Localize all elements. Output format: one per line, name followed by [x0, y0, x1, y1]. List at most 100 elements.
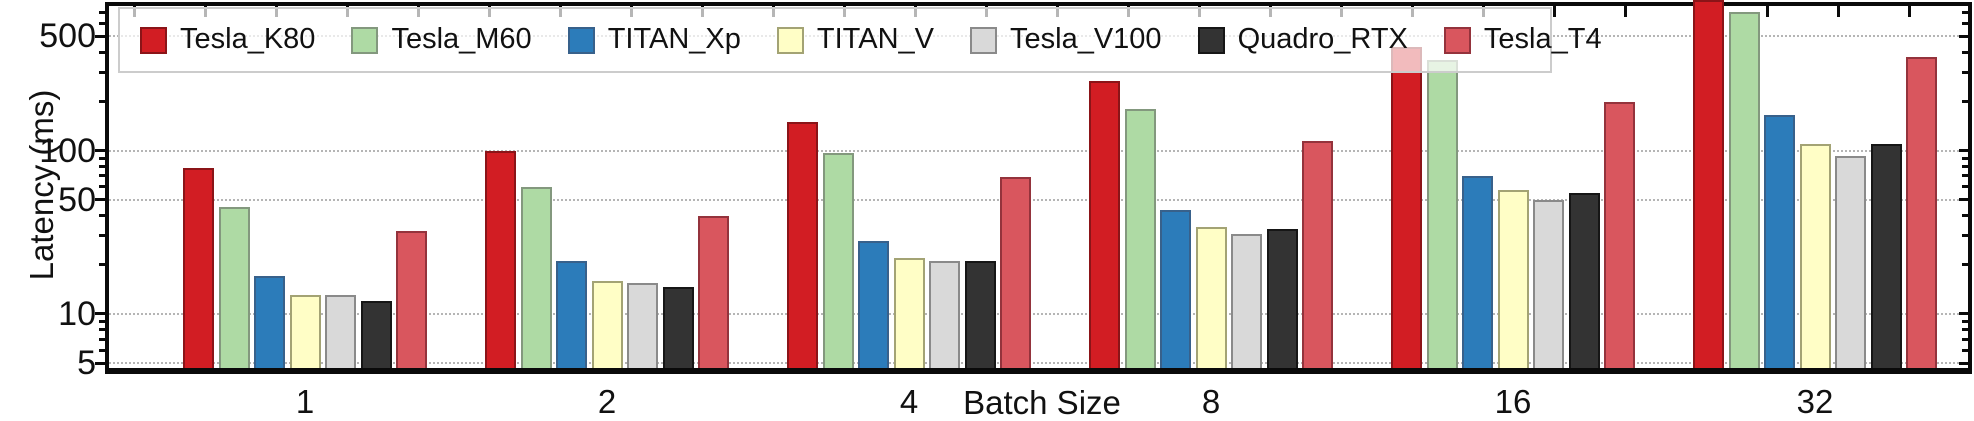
bar-Tesla_V100-batch-1 — [325, 295, 356, 372]
y-right-tick-80 — [1962, 164, 1968, 168]
y-minor-tick-300 — [99, 71, 105, 75]
y-axis-title: Latency (ms) — [23, 89, 60, 281]
y-major-tick-10 — [95, 312, 105, 316]
legend-item-Tesla_M60: Tesla_M60 — [351, 23, 532, 56]
y-right-tick-200 — [1962, 99, 1968, 103]
plot-frame — [105, 2, 1972, 374]
y-tick-label-100: 100 — [39, 131, 96, 170]
x-top-tick — [1837, 6, 1840, 17]
y-right-tick-8 — [1962, 328, 1968, 332]
bar-TITAN_V-batch-16 — [1497, 190, 1529, 372]
bar-TITAN_Xp-batch-8 — [1160, 210, 1191, 372]
legend-label-Quadro_RTX: Quadro_RTX — [1237, 23, 1408, 55]
gridline-y-100 — [109, 149, 1967, 152]
y-major-tick-5 — [95, 361, 105, 365]
legend-item-TITAN_Xp: TITAN_Xp — [567, 23, 741, 56]
legend-label-TITAN_V: TITAN_V — [816, 23, 934, 55]
bar-Tesla_K80-batch-16 — [1391, 47, 1422, 372]
x-tick-label-8: 8 — [1201, 383, 1221, 420]
x-top-tick — [1553, 6, 1556, 17]
x-tick-label-1: 1 — [295, 383, 315, 420]
x-tick-label-16: 16 — [1494, 383, 1532, 420]
bar-Tesla_V100-batch-16 — [1533, 199, 1564, 372]
bar-Tesla_M60-batch-2 — [520, 186, 552, 372]
y-tick-label-5: 5 — [77, 344, 96, 382]
legend-swatch-Tesla_K80 — [140, 26, 167, 54]
y-major-tick-100 — [95, 149, 105, 153]
y-right-tick-40 — [1962, 214, 1968, 218]
y-minor-tick-40 — [99, 214, 105, 218]
y-minor-tick-200 — [99, 99, 105, 103]
bar-Tesla_M60-batch-1 — [218, 207, 250, 372]
y-right-tick-50 — [1959, 198, 1968, 202]
bar-TITAN_V-batch-2 — [591, 280, 623, 372]
x-top-tick — [1624, 6, 1627, 17]
legend-item-Tesla_V100: Tesla_V100 — [970, 24, 1162, 56]
gridline-y-50 — [109, 198, 1967, 201]
y-right-tick-60 — [1962, 185, 1968, 189]
y-right-tick-7 — [1962, 337, 1968, 341]
x-tick-label-2: 2 — [597, 383, 617, 420]
bar-TITAN_Xp-batch-4 — [858, 240, 889, 372]
y-minor-tick-600 — [99, 21, 105, 25]
y-right-tick-90 — [1962, 156, 1968, 160]
legend-label-Tesla_M60: Tesla_M60 — [391, 23, 532, 55]
bar-TITAN_Xp-batch-2 — [556, 261, 587, 372]
legend-swatch-Tesla_T4 — [1443, 26, 1471, 54]
bar-Tesla_T4-batch-32 — [1906, 56, 1937, 372]
gridline-y-10 — [109, 312, 1967, 315]
y-minor-tick-30 — [99, 234, 105, 238]
y-tick-label-10: 10 — [58, 294, 96, 333]
bar-Tesla_T4-batch-8 — [1302, 141, 1333, 372]
y-minor-tick-700 — [99, 11, 105, 15]
bar-Tesla_K80-batch-4 — [787, 121, 818, 372]
y-tick-label-50: 50 — [58, 180, 96, 219]
x-axis-line — [105, 368, 1972, 372]
legend-item-TITAN_V: TITAN_V — [776, 23, 934, 56]
bar-Tesla_K80-batch-8 — [1089, 81, 1120, 372]
y-minor-tick-60 — [99, 185, 105, 189]
legend-item-Quadro_RTX: Quadro_RTX — [1197, 23, 1408, 56]
bar-Tesla_K80-batch-1 — [183, 168, 214, 372]
legend-swatch-Tesla_V100 — [970, 26, 997, 54]
bar-TITAN_V-batch-1 — [289, 295, 321, 372]
bar-TITAN_Xp-batch-32 — [1764, 115, 1795, 372]
y-minor-tick-8 — [99, 328, 105, 332]
y-right-tick-100 — [1959, 149, 1968, 153]
y-minor-tick-9 — [99, 319, 105, 323]
y-right-tick-70 — [1962, 174, 1968, 178]
legend-label-TITAN_Xp: TITAN_Xp — [607, 23, 741, 55]
bar-Tesla_M60-batch-8 — [1124, 108, 1156, 372]
y-minor-tick-6 — [99, 348, 105, 352]
x-top-tick — [1908, 6, 1911, 17]
x-axis-title: Batch Size — [963, 384, 1121, 421]
y-right-tick-500 — [1959, 34, 1968, 38]
bar-Tesla_T4-batch-2 — [698, 215, 729, 372]
bar-TITAN_V-batch-32 — [1799, 143, 1831, 372]
y-major-tick-50 — [95, 198, 105, 202]
legend-swatch-TITAN_Xp — [567, 26, 595, 54]
y-right-tick-9 — [1962, 319, 1968, 323]
y-minor-tick-90 — [99, 156, 105, 160]
y-right-tick-20 — [1962, 263, 1968, 267]
bar-Quadro_RTX-batch-1 — [360, 300, 392, 372]
bar-Tesla_V100-batch-8 — [1231, 233, 1262, 372]
bar-Tesla_V100-batch-2 — [627, 282, 658, 372]
bar-Tesla_M60-batch-16 — [1426, 59, 1458, 372]
bar-Tesla_K80-batch-2 — [485, 150, 516, 372]
bar-Tesla_T4-batch-4 — [1000, 176, 1031, 372]
bar-TITAN_Xp-batch-1 — [254, 276, 285, 372]
bar-Tesla_V100-batch-32 — [1835, 155, 1866, 372]
y-right-tick-700 — [1962, 11, 1968, 15]
bar-Quadro_RTX-batch-16 — [1568, 192, 1600, 372]
y-minor-tick-20 — [99, 263, 105, 267]
y-right-tick-400 — [1962, 50, 1968, 54]
legend: Tesla_K80 Tesla_M60 TITAN_Xp TITAN_V Tesla_V… — [118, 7, 1602, 73]
legend-swatch-Tesla_M60 — [351, 26, 379, 54]
y-right-tick-6 — [1962, 348, 1968, 352]
bar-Tesla_T4-batch-16 — [1604, 102, 1635, 372]
bar-Tesla_T4-batch-1 — [396, 231, 427, 372]
legend-label-Tesla_K80: Tesla_K80 — [180, 23, 316, 55]
